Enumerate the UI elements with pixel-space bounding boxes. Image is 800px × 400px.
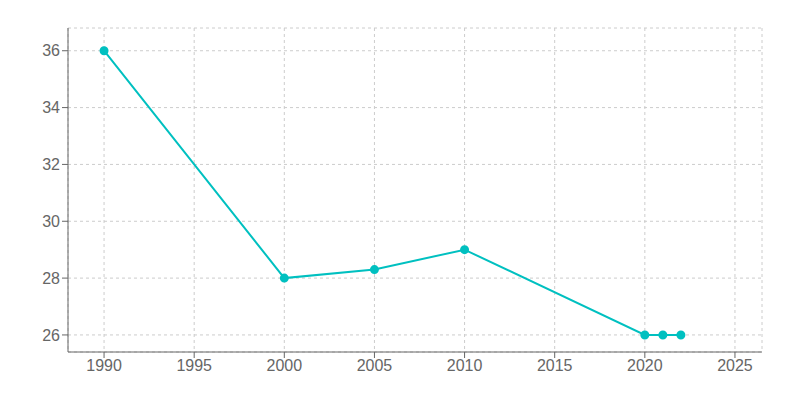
svg-text:2005: 2005 [357,357,393,374]
svg-text:36: 36 [42,42,60,59]
svg-text:2010: 2010 [447,357,483,374]
svg-text:28: 28 [42,270,60,287]
svg-text:2020: 2020 [627,357,663,374]
svg-text:2025: 2025 [717,357,753,374]
svg-text:2000: 2000 [267,357,303,374]
svg-text:32: 32 [42,156,60,173]
svg-text:1990: 1990 [86,357,122,374]
svg-text:1995: 1995 [176,357,212,374]
svg-text:26: 26 [42,327,60,344]
svg-text:34: 34 [42,99,60,116]
svg-text:2015: 2015 [537,357,573,374]
svg-text:30: 30 [42,213,60,230]
